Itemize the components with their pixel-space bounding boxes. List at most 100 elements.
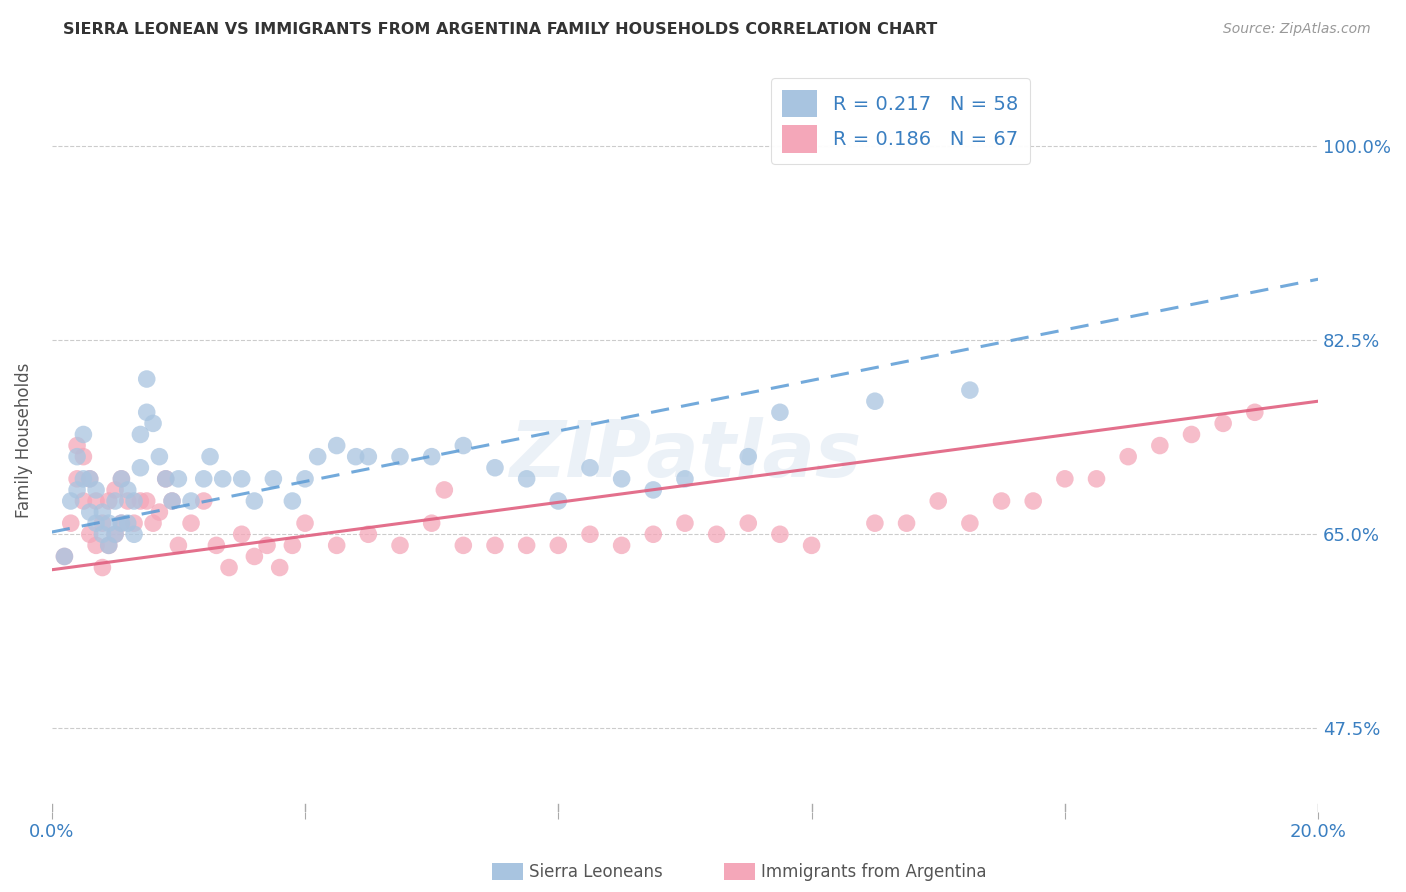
Point <box>135 372 157 386</box>
Point <box>53 549 76 564</box>
Point <box>122 516 145 531</box>
Point <box>104 527 127 541</box>
Point <box>97 494 120 508</box>
Point <box>344 450 367 464</box>
Point <box>1243 405 1265 419</box>
Point <box>193 472 215 486</box>
Text: Sierra Leoneans: Sierra Leoneans <box>529 863 662 881</box>
Point <box>110 516 132 531</box>
Point <box>990 494 1012 508</box>
Point <box>800 538 823 552</box>
Point <box>129 494 152 508</box>
Point <box>307 450 329 464</box>
Point <box>231 527 253 541</box>
Point <box>769 405 792 419</box>
Point <box>484 460 506 475</box>
Point <box>84 483 107 497</box>
Point <box>135 405 157 419</box>
Point <box>66 439 89 453</box>
Point <box>79 472 101 486</box>
Point <box>516 538 538 552</box>
Point <box>706 527 728 541</box>
Point <box>863 394 886 409</box>
Point <box>167 472 190 486</box>
Point <box>167 538 190 552</box>
Text: ZIPatlas: ZIPatlas <box>509 417 860 493</box>
Point <box>294 516 316 531</box>
Point <box>91 527 114 541</box>
Point <box>357 450 380 464</box>
Point <box>66 472 89 486</box>
Point <box>281 538 304 552</box>
Text: Source: ZipAtlas.com: Source: ZipAtlas.com <box>1223 22 1371 37</box>
Point <box>180 494 202 508</box>
Point <box>160 494 183 508</box>
Point <box>927 494 949 508</box>
Point <box>1116 450 1139 464</box>
Point <box>643 483 665 497</box>
Point <box>516 472 538 486</box>
Point <box>737 450 759 464</box>
Point <box>155 472 177 486</box>
Point <box>79 472 101 486</box>
Point <box>357 527 380 541</box>
Point <box>1085 472 1108 486</box>
Point <box>180 516 202 531</box>
Point <box>72 494 94 508</box>
Text: Immigrants from Argentina: Immigrants from Argentina <box>761 863 986 881</box>
Point <box>142 417 165 431</box>
Point <box>110 516 132 531</box>
Point <box>91 516 114 531</box>
Point <box>579 460 602 475</box>
Point <box>1053 472 1076 486</box>
Point <box>97 538 120 552</box>
Point <box>193 494 215 508</box>
Point <box>59 516 82 531</box>
Point <box>97 516 120 531</box>
Point <box>84 538 107 552</box>
Point <box>218 560 240 574</box>
Point <box>484 538 506 552</box>
Point <box>388 538 411 552</box>
Point <box>547 494 569 508</box>
Point <box>262 472 284 486</box>
Point <box>256 538 278 552</box>
Point <box>148 450 170 464</box>
Point <box>148 505 170 519</box>
Point <box>155 472 177 486</box>
Point <box>84 516 107 531</box>
Point <box>79 527 101 541</box>
Point <box>673 472 696 486</box>
Point <box>453 439 475 453</box>
Point <box>325 538 347 552</box>
Point <box>269 560 291 574</box>
Text: SIERRA LEONEAN VS IMMIGRANTS FROM ARGENTINA FAMILY HOUSEHOLDS CORRELATION CHART: SIERRA LEONEAN VS IMMIGRANTS FROM ARGENT… <box>63 22 938 37</box>
Point <box>294 472 316 486</box>
Point <box>547 538 569 552</box>
Point <box>863 516 886 531</box>
Point <box>135 494 157 508</box>
Point <box>453 538 475 552</box>
Point <box>110 472 132 486</box>
Point <box>72 427 94 442</box>
Point <box>72 450 94 464</box>
Point <box>205 538 228 552</box>
Y-axis label: Family Households: Family Households <box>15 362 32 517</box>
Point <box>117 483 139 497</box>
Point <box>160 494 183 508</box>
Point <box>72 472 94 486</box>
Point <box>896 516 918 531</box>
Legend: R = 0.217   N = 58, R = 0.186   N = 67: R = 0.217 N = 58, R = 0.186 N = 67 <box>770 78 1029 164</box>
Point <box>325 439 347 453</box>
Point <box>1180 427 1202 442</box>
Point <box>211 472 233 486</box>
Point <box>1212 417 1234 431</box>
Point <box>110 472 132 486</box>
Point <box>84 494 107 508</box>
Point <box>198 450 221 464</box>
Point <box>59 494 82 508</box>
Point <box>104 527 127 541</box>
Point <box>243 549 266 564</box>
Point <box>433 483 456 497</box>
Point <box>122 527 145 541</box>
